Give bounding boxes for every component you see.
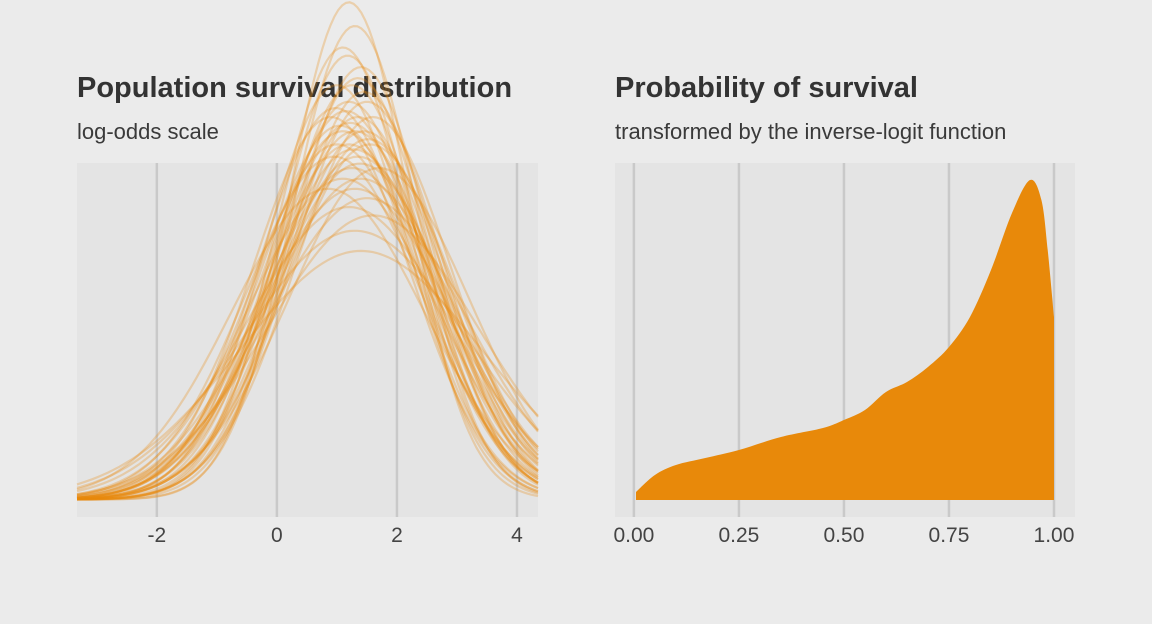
density-curve-3 bbox=[76, 65, 539, 501]
density-curve-28 bbox=[76, 229, 539, 489]
density-curve-9 bbox=[76, 115, 539, 501]
density-curve-39 bbox=[76, 121, 539, 500]
right-chart-subtitle: transformed by the inverse-logit functio… bbox=[615, 119, 1007, 144]
density-curve-1 bbox=[77, 24, 539, 501]
density-curve-4 bbox=[76, 84, 539, 500]
x-tick-label-0-2: 2 bbox=[391, 524, 403, 547]
panel-0-background bbox=[77, 163, 538, 517]
x-tick-label-1-3: 0.75 bbox=[929, 524, 970, 547]
density-curve-25 bbox=[76, 197, 539, 497]
right-chart-title: Probability of survival bbox=[615, 72, 918, 104]
left-chart-title: Population survival distribution bbox=[77, 72, 513, 104]
x-tick-label-0-3: 4 bbox=[511, 524, 523, 547]
density-curve-11 bbox=[76, 130, 539, 499]
density-curve-31 bbox=[76, 90, 539, 501]
density-curve-5 bbox=[76, 84, 539, 501]
density-curve-35 bbox=[77, 54, 539, 501]
x-tick-label-1-2: 0.50 bbox=[824, 524, 865, 547]
density-curve-38 bbox=[76, 162, 539, 499]
density-curve-20 bbox=[76, 167, 539, 500]
density-curve-37 bbox=[76, 106, 539, 500]
density-curve-27 bbox=[76, 214, 539, 496]
survival-probability-area bbox=[636, 179, 1054, 500]
density-curve-15 bbox=[76, 143, 539, 499]
x-tick-label-1-4: 1.00 bbox=[1034, 524, 1075, 547]
density-curve-13 bbox=[76, 130, 539, 500]
x-tick-label-1-0: 0.00 bbox=[613, 524, 654, 547]
density-curve-33 bbox=[76, 76, 539, 501]
density-curve-2 bbox=[77, 46, 539, 501]
density-curve-17 bbox=[76, 155, 539, 499]
density-curve-36 bbox=[76, 138, 539, 500]
density-curve-12 bbox=[76, 130, 539, 500]
density-curve-14 bbox=[76, 143, 539, 498]
density-curve-7 bbox=[76, 100, 539, 501]
density-curve-26 bbox=[76, 205, 539, 493]
x-tick-label-0-1: 0 bbox=[271, 524, 283, 547]
density-curve-8 bbox=[76, 115, 539, 499]
density-curve-10 bbox=[76, 115, 539, 501]
density-curve-18 bbox=[76, 155, 539, 497]
density-curve-32 bbox=[76, 124, 539, 499]
density-curve-0 bbox=[77, 1, 539, 501]
x-tick-label-1-1: 0.25 bbox=[718, 524, 759, 547]
left-chart-subtitle: log-odds scale bbox=[77, 119, 219, 144]
density-curve-24 bbox=[76, 187, 539, 491]
density-curve-29 bbox=[76, 249, 539, 486]
x-tick-label-0-0: -2 bbox=[147, 524, 166, 547]
density-curve-19 bbox=[76, 167, 539, 498]
density-curve-22 bbox=[76, 177, 539, 498]
density-curve-23 bbox=[76, 187, 539, 496]
density-curve-16 bbox=[76, 143, 539, 500]
density-curve-21 bbox=[76, 177, 539, 496]
density-curve-30 bbox=[76, 109, 539, 500]
density-curve-34 bbox=[76, 148, 539, 499]
density-curve-6 bbox=[77, 100, 539, 501]
